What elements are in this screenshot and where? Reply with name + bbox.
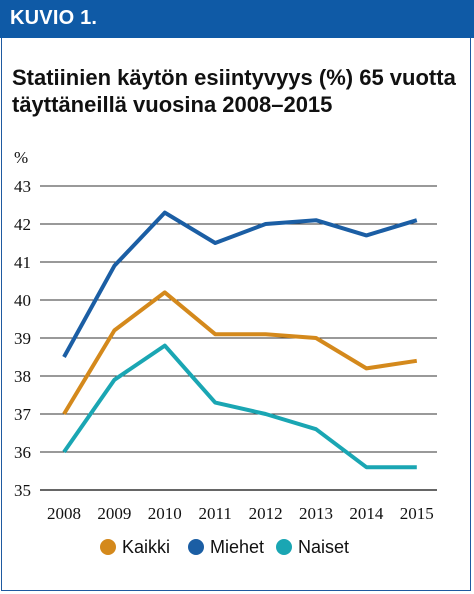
series-line-miehet [62,210,418,358]
y-tick-labels: 35 36 37 38 39 40 41 42 43 [14,177,32,500]
legend-label-naiset: Naiset [298,536,350,557]
chart-title: Statiinien käytön esiintyvyys (%) 65 vuo… [12,64,462,118]
legend-swatch-naiset [276,539,292,555]
x-tick-label: 2008 [47,504,81,523]
series-line-kaikki [62,290,418,416]
y-tick-label: 38 [14,367,31,386]
y-tick-label: 42 [14,215,31,234]
x-tick-labels: 2008 2009 2010 2011 2012 2013 2014 2015 [47,504,434,523]
figure-header-bar: KUVIO 1. [0,0,474,38]
y-tick-label: 37 [14,405,32,424]
y-tick-label: 39 [14,329,31,348]
y-tick-label: 35 [14,481,31,500]
series-line-naiset [62,343,417,470]
x-tick-label: 2009 [97,504,131,523]
x-tick-label: 2014 [349,504,384,523]
legend-swatch-kaikki [100,539,116,555]
legend-label-kaikki: Kaikki [122,536,171,557]
figure-number-label: KUVIO 1. [10,7,98,29]
x-tick-label: 2011 [199,504,232,523]
legend-item-miehet: Miehet [188,534,264,560]
chart-title-line-1: Statiinien käytön esiintyvyys (%) 65 vuo… [12,65,456,90]
legend-item-naiset: Naiset [276,534,349,560]
chart-title-line-2: täyttäneillä vuosina 2008–2015 [12,92,333,117]
legend-label-miehet: Miehet [210,536,265,557]
y-tick-label: 36 [14,443,31,462]
x-tick-label: 2012 [249,504,283,523]
y-tick-label: 43 [14,177,31,196]
x-tick-label: 2010 [148,504,182,523]
y-tick-label: 41 [14,253,31,272]
chart-legend: Kaikki Miehet Naiset [0,534,474,560]
x-tick-label: 2013 [299,504,333,523]
x-tick-label: 2015 [400,504,434,523]
y-tick-label: 40 [14,291,31,310]
legend-item-kaikki: Kaikki [100,534,170,560]
grid-lines [40,185,437,491]
legend-swatch-miehet [188,539,204,555]
y-axis-unit-label: % [14,148,28,167]
series-lines [62,210,418,470]
